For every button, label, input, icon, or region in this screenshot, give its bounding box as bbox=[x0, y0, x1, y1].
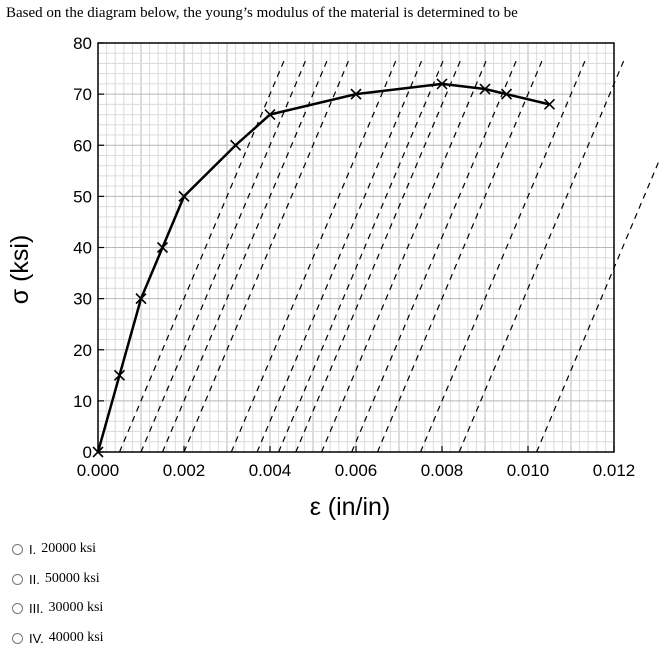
radio-button[interactable] bbox=[12, 602, 23, 614]
marker-stroke bbox=[350, 88, 362, 100]
chart-series bbox=[92, 78, 556, 458]
y-axis-label: σ (ksi) bbox=[6, 235, 34, 305]
unloading-line bbox=[295, 58, 462, 453]
x-tick-label: 0.004 bbox=[249, 461, 292, 480]
y-tick-label: 40 bbox=[73, 239, 92, 258]
radio-button[interactable] bbox=[12, 632, 23, 644]
chart-axes: 0.000 0.002 0.004 0.006 0.008 0.010 0.012 0 10 20… bbox=[6, 34, 635, 521]
unloading-line bbox=[351, 58, 518, 453]
data-point-marker bbox=[135, 293, 147, 305]
y-tick-label: 20 bbox=[73, 341, 92, 360]
data-point-marker bbox=[178, 190, 190, 202]
data-point-marker bbox=[436, 78, 448, 90]
x-tick-label: 0.006 bbox=[335, 461, 378, 480]
unloading-lines bbox=[118, 58, 659, 453]
x-axis-label: ε (in/in) bbox=[310, 493, 391, 521]
y-tick-label: 60 bbox=[73, 136, 92, 155]
x-tick-label: 0.012 bbox=[593, 461, 636, 480]
unloading-line bbox=[161, 58, 329, 453]
marker-stroke bbox=[113, 369, 126, 381]
unloading-line bbox=[536, 159, 659, 453]
data-point-marker bbox=[230, 139, 242, 151]
unloading-line bbox=[419, 58, 587, 453]
data-point-marker bbox=[264, 109, 276, 121]
unloading-line bbox=[230, 58, 398, 453]
marker-stroke bbox=[264, 109, 276, 121]
marker-stroke bbox=[230, 139, 242, 151]
radio-button[interactable] bbox=[12, 573, 23, 585]
y-tick-label: 50 bbox=[73, 187, 92, 206]
option-number: IV. bbox=[29, 630, 44, 646]
stress-strain-curve bbox=[96, 82, 550, 453]
data-point-marker bbox=[543, 98, 556, 110]
data-point-marker bbox=[500, 88, 513, 100]
y-tick-label: 30 bbox=[73, 290, 92, 309]
y-tick-label: 70 bbox=[73, 85, 92, 104]
data-point-marker bbox=[479, 83, 491, 95]
unloading-line bbox=[376, 58, 544, 453]
marker-stroke bbox=[135, 293, 147, 305]
data-point-marker bbox=[156, 241, 169, 254]
unloading-line bbox=[458, 58, 626, 453]
stress-strain-chart: 0.000 0.002 0.004 0.006 0.008 0.010 0.012 0 10 20… bbox=[6, 34, 659, 521]
unloading-line bbox=[321, 58, 488, 453]
option-value: 40000 ksi bbox=[48, 630, 104, 645]
unloading-line bbox=[118, 58, 286, 453]
option-1[interactable]: I. 20000 ksi bbox=[12, 541, 96, 557]
option-number: II. bbox=[29, 571, 40, 587]
marker-stroke bbox=[156, 241, 169, 254]
data-point-marker bbox=[350, 88, 362, 100]
option-2[interactable]: II. 50000 ksi bbox=[12, 571, 100, 587]
option-number: I. bbox=[29, 541, 37, 557]
marker-stroke bbox=[479, 83, 491, 95]
option-number: III. bbox=[29, 600, 44, 616]
unloading-line bbox=[183, 58, 351, 453]
option-3[interactable]: III. 30000 ksi bbox=[12, 600, 103, 616]
marker-stroke bbox=[543, 98, 556, 110]
y-tick-label: 80 bbox=[73, 34, 92, 53]
marker-stroke bbox=[178, 190, 190, 202]
option-value: 50000 ksi bbox=[44, 571, 100, 586]
option-value: 30000 ksi bbox=[48, 600, 104, 615]
x-tick-label: 0.010 bbox=[507, 461, 550, 480]
chart-grid bbox=[97, 42, 615, 453]
unloading-line bbox=[278, 58, 445, 453]
data-point-marker bbox=[113, 369, 126, 381]
y-tick-label: 0 bbox=[83, 443, 92, 462]
marker-stroke bbox=[436, 78, 448, 90]
unloading-line bbox=[256, 58, 424, 453]
radio-button[interactable] bbox=[12, 543, 23, 555]
marker-stroke bbox=[500, 88, 513, 100]
x-tick-label: 0.002 bbox=[163, 461, 206, 480]
x-tick-label: 0.008 bbox=[421, 461, 464, 480]
x-tick-label: 0.000 bbox=[77, 461, 120, 480]
question-text: Based on the diagram below, the young’s … bbox=[6, 5, 518, 21]
unloading-line bbox=[140, 58, 308, 453]
y-tick-label: 10 bbox=[73, 392, 92, 411]
option-4[interactable]: IV. 40000 ksi bbox=[12, 630, 104, 646]
option-value: 20000 ksi bbox=[41, 541, 97, 556]
